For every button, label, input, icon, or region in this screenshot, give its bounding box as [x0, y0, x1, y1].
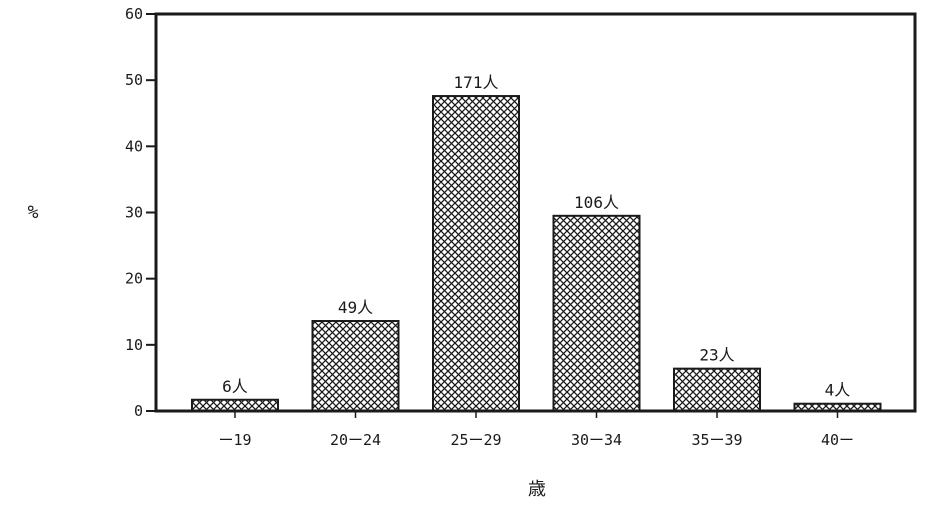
data-label: 6人 — [222, 377, 248, 396]
x-tick-label: 40ー — [821, 431, 854, 449]
x-tick-label: 20ー24 — [330, 431, 381, 449]
data-label: 106人 — [574, 193, 619, 212]
x-tick-label: ー19 — [218, 431, 251, 449]
y-tick-label: 30 — [125, 204, 143, 222]
x-tick-label: 25ー29 — [450, 431, 501, 449]
y-tick-label: 10 — [125, 336, 143, 354]
x-tick-label: 30ー34 — [571, 431, 622, 449]
data-label: 23人 — [699, 346, 734, 365]
x-tick-label: 35ー39 — [691, 431, 742, 449]
y-axis-label: % — [28, 202, 39, 223]
y-tick-label: 60 — [125, 5, 143, 23]
bar — [673, 367, 761, 412]
y-tick-label: 0 — [134, 402, 143, 420]
bar — [311, 320, 400, 412]
y-tick-label: 50 — [125, 71, 143, 89]
y-tick-label: 20 — [125, 270, 143, 288]
bar — [552, 214, 641, 412]
bar — [191, 398, 279, 413]
data-label: 171人 — [454, 73, 499, 92]
y-tick-label: 40 — [125, 137, 143, 155]
bar — [432, 95, 520, 413]
x-axis-label: 歳 — [528, 479, 546, 500]
data-label: 4人 — [825, 381, 851, 400]
data-label: 49人 — [338, 298, 373, 317]
plot-frame — [154, 12, 917, 413]
